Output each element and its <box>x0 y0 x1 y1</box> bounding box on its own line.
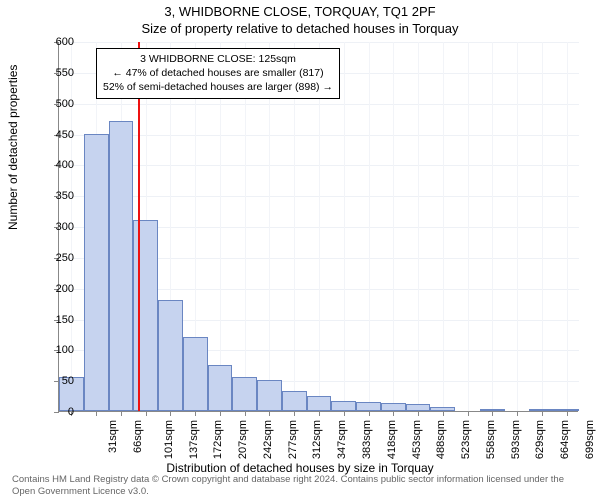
xtick-mark <box>468 411 469 416</box>
chart-title-sub: Size of property relative to detached ho… <box>0 19 600 36</box>
xtick-mark <box>269 411 270 416</box>
chart-area: 3 WHIDBORNE CLOSE: 125sqm ← 47% of detac… <box>58 42 578 412</box>
gridline-v <box>418 42 419 412</box>
xtick-label: 488sqm <box>435 420 447 459</box>
ytick-label: 600 <box>24 36 74 48</box>
annotation-line-2: ← 47% of detached houses are smaller (81… <box>103 66 333 80</box>
xtick-label: 699sqm <box>584 420 596 459</box>
xtick-label: 523sqm <box>460 420 472 459</box>
xtick-label: 172sqm <box>213 420 225 459</box>
chart-container: 3, WHIDBORNE CLOSE, TORQUAY, TQ1 2PF Siz… <box>0 0 600 500</box>
xtick-mark <box>220 411 221 416</box>
ytick-label: 250 <box>24 252 74 264</box>
gridline-v <box>393 42 394 412</box>
xtick-label: 66sqm <box>132 420 144 453</box>
xtick-label: 31sqm <box>107 420 119 453</box>
ytick-label: 500 <box>24 98 74 110</box>
xtick-label: 207sqm <box>237 420 249 459</box>
gridline-v <box>492 42 493 412</box>
xtick-mark <box>492 411 493 416</box>
xtick-label: 101sqm <box>163 420 175 459</box>
histogram-bar <box>406 404 431 411</box>
xtick-mark <box>245 411 246 416</box>
histogram-bar <box>282 391 307 411</box>
ytick-label: 50 <box>24 375 74 387</box>
xtick-mark <box>146 411 147 416</box>
ytick-label: 200 <box>24 283 74 295</box>
xtick-mark <box>542 411 543 416</box>
xtick-label: 664sqm <box>559 420 571 459</box>
histogram-bar <box>208 365 233 411</box>
xtick-mark <box>443 411 444 416</box>
histogram-bar <box>232 377 257 411</box>
ytick-label: 350 <box>24 190 74 202</box>
xtick-label: 242sqm <box>262 420 274 459</box>
histogram-bar <box>109 121 134 411</box>
xtick-mark <box>195 411 196 416</box>
ytick-label: 300 <box>24 221 74 233</box>
xtick-mark <box>517 411 518 416</box>
x-axis-label: Distribution of detached houses by size … <box>0 461 600 475</box>
gridline-v <box>344 42 345 412</box>
xtick-mark <box>393 411 394 416</box>
gridline-v <box>443 42 444 412</box>
xtick-mark <box>121 411 122 416</box>
xtick-mark <box>294 411 295 416</box>
xtick-mark <box>369 411 370 416</box>
footer-text: Contains HM Land Registry data © Crown c… <box>12 474 588 498</box>
xtick-mark <box>96 411 97 416</box>
histogram-bar <box>307 396 332 411</box>
xtick-mark <box>344 411 345 416</box>
annotation-line-3: 52% of semi-detached houses are larger (… <box>103 80 333 94</box>
histogram-bar <box>331 401 356 411</box>
y-axis-label: Number of detached properties <box>6 65 20 230</box>
gridline-v <box>369 42 370 412</box>
xtick-mark <box>170 411 171 416</box>
xtick-label: 629sqm <box>534 420 546 459</box>
annotation-line-1: 3 WHIDBORNE CLOSE: 125sqm <box>103 52 333 66</box>
xtick-label: 277sqm <box>287 420 299 459</box>
gridline-v <box>517 42 518 412</box>
ytick-label: 100 <box>24 344 74 356</box>
xtick-label: 453sqm <box>411 420 423 459</box>
gridline-v <box>567 42 568 412</box>
histogram-bar <box>84 134 109 412</box>
ytick-label: 400 <box>24 159 74 171</box>
annotation-box: 3 WHIDBORNE CLOSE: 125sqm ← 47% of detac… <box>96 48 340 99</box>
xtick-label: 137sqm <box>188 420 200 459</box>
gridline-v <box>468 42 469 412</box>
gridline-v <box>542 42 543 412</box>
xtick-label: 558sqm <box>485 420 497 459</box>
histogram-bar <box>257 380 282 411</box>
xtick-mark <box>319 411 320 416</box>
histogram-bar <box>381 403 406 411</box>
ytick-label: 550 <box>24 67 74 79</box>
xtick-label: 593sqm <box>510 420 522 459</box>
histogram-bar <box>158 300 183 411</box>
xtick-mark <box>567 411 568 416</box>
xtick-label: 347sqm <box>336 420 348 459</box>
ytick-label: 0 <box>24 406 74 418</box>
ytick-label: 150 <box>24 314 74 326</box>
ytick-label: 450 <box>24 129 74 141</box>
xtick-label: 312sqm <box>312 420 324 459</box>
xtick-mark <box>418 411 419 416</box>
histogram-bar <box>183 337 208 411</box>
xtick-label: 383sqm <box>361 420 373 459</box>
histogram-bar <box>356 402 381 411</box>
chart-title-main: 3, WHIDBORNE CLOSE, TORQUAY, TQ1 2PF <box>0 0 600 19</box>
xtick-label: 418sqm <box>386 420 398 459</box>
